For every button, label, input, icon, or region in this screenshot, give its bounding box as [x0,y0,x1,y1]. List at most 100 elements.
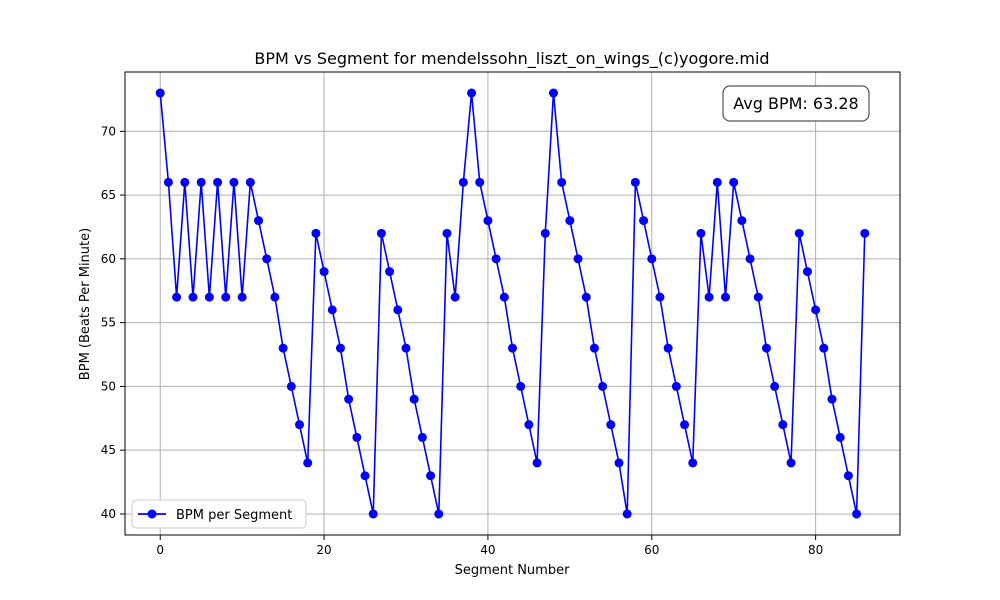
data-point [319,267,329,277]
data-point [434,509,444,519]
legend-marker-swatch [147,509,157,519]
x-tick-label: 80 [808,543,823,557]
data-point [680,420,690,430]
data-point [630,177,640,187]
y-tick-label: 55 [101,316,116,330]
data-point [753,292,763,302]
legend-frame [131,499,307,529]
data-point [294,420,304,430]
data-point [696,228,706,238]
data-point [712,177,722,187]
data-point [155,88,165,98]
data-point [344,394,354,404]
data-point [221,292,231,302]
annotation-text: Avg BPM: 63.28 [733,94,858,113]
data-point [204,292,214,302]
data-point [565,216,575,226]
data-point [491,254,501,264]
data-point [688,458,698,468]
data-point [548,88,558,98]
annotation-frame [722,85,870,122]
data-point [213,177,223,187]
data-point [393,305,403,315]
data-point [835,432,845,442]
data-point [475,177,485,187]
data-point [417,432,427,442]
data-point [827,394,837,404]
data-point [786,458,796,468]
data-point [794,228,804,238]
grid-lines [125,72,900,535]
data-point [196,177,206,187]
data-point [614,458,624,468]
data-point [172,292,182,302]
data-point [311,228,321,238]
data-point [401,343,411,353]
axes: 0 20 40 60 80 40 45 50 55 60 65 70 [101,71,901,557]
chart-title: BPM vs Segment for mendelssohn_liszt_on_… [254,49,769,69]
data-point [458,177,468,187]
data-point [237,292,247,302]
x-tick-label: 0 [156,543,164,557]
data-point [778,420,788,430]
data-point [229,177,239,187]
legend: BPM per Segment [131,499,307,529]
data-point [450,292,460,302]
data-point [442,228,452,238]
data-point [852,509,862,519]
data-point [540,228,550,238]
data-point [254,216,264,226]
data-point [163,177,173,187]
y-tick-label: 65 [101,188,116,202]
data-point [811,305,821,315]
data-point [557,177,567,187]
data-point [663,343,673,353]
x-tick-label: 20 [316,543,331,557]
data-point [376,228,386,238]
data-point [278,343,288,353]
y-tick-label: 70 [101,124,116,138]
y-tick-label: 40 [101,507,116,521]
data-point [819,343,829,353]
data-point [508,343,517,353]
data-point [729,177,739,187]
data-point [843,471,853,481]
data-point [737,216,747,226]
data-point [262,254,272,264]
data-point [860,228,870,238]
data-point [745,254,755,264]
data-point [647,254,657,264]
data-point [581,292,591,302]
data-point [524,420,534,430]
data-point [385,267,395,277]
data-point [721,292,731,302]
data-point [335,343,345,353]
data-point [303,458,313,468]
data-point [671,381,681,391]
data-point [368,509,378,519]
data-point [245,177,255,187]
y-axis-label: BPM (Beats Per Minute) [78,228,93,380]
data-point [655,292,665,302]
data-point [499,292,509,302]
y-tick-label: 45 [101,443,116,457]
x-axis-label: Segment Number [455,563,571,578]
data-point [286,381,296,391]
data-point [606,420,616,430]
data-point [622,509,632,519]
y-tick-label: 60 [101,252,116,266]
data-point [770,381,780,391]
data-point [483,216,493,226]
data-point [426,471,436,481]
y-tick-label: 50 [101,379,116,393]
data-point [573,254,583,264]
data-point [516,381,526,391]
data-point [352,432,362,442]
data-point [704,292,714,302]
x-tick-label: 60 [644,543,659,557]
data-point [180,177,190,187]
series-layer [155,88,870,519]
data-point [327,305,337,315]
x-tick-label: 40 [480,543,495,557]
